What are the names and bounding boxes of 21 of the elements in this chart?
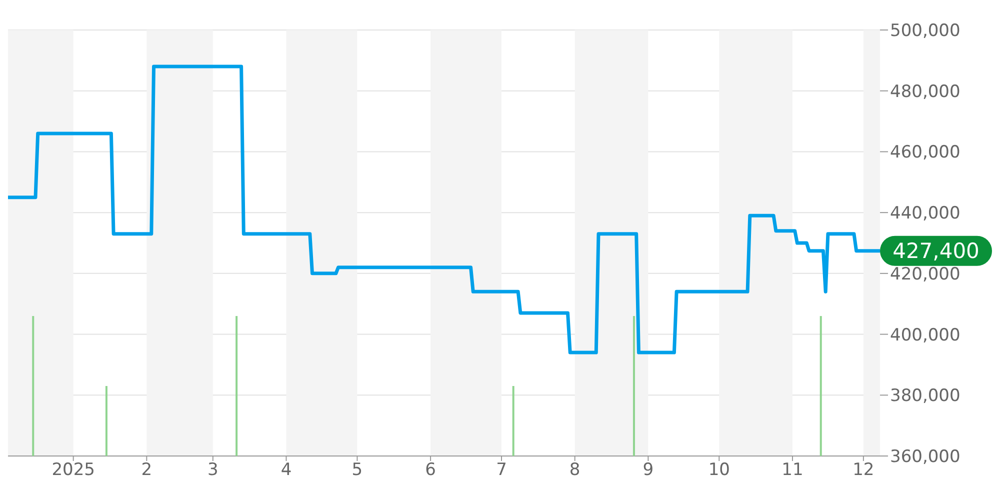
y-tick-label: 460,000 — [890, 142, 960, 163]
annotation: 427,400 — [892, 238, 980, 263]
x-tick-label: 10 — [708, 460, 730, 480]
x-tick-label: 3 — [207, 460, 218, 480]
x-tick-label: 9 — [642, 460, 654, 480]
y-tick-label: 420,000 — [890, 264, 960, 284]
x-tick-label: 2025 — [52, 460, 95, 480]
y-tick-label: 480,000 — [890, 82, 960, 102]
x-tick-label: 7 — [496, 460, 507, 480]
x-tick-label: 11 — [782, 460, 804, 480]
x-tick-label: 6 — [425, 460, 436, 480]
y-tick-label: 400,000 — [890, 325, 960, 346]
x-tick-label: 8 — [569, 460, 580, 480]
x-tick-label: 2 — [141, 460, 152, 480]
x-tick-label: 5 — [352, 460, 363, 480]
y-tick-label: 440,000 — [890, 204, 960, 224]
y-tick-label: 500,000 — [890, 21, 960, 42]
x-tick-label: 12 — [852, 460, 874, 480]
x-tick-label: 4 — [280, 460, 292, 480]
y-tick-label: 360,000 — [890, 447, 960, 468]
y-tick-label: 380,000 — [890, 386, 960, 406]
